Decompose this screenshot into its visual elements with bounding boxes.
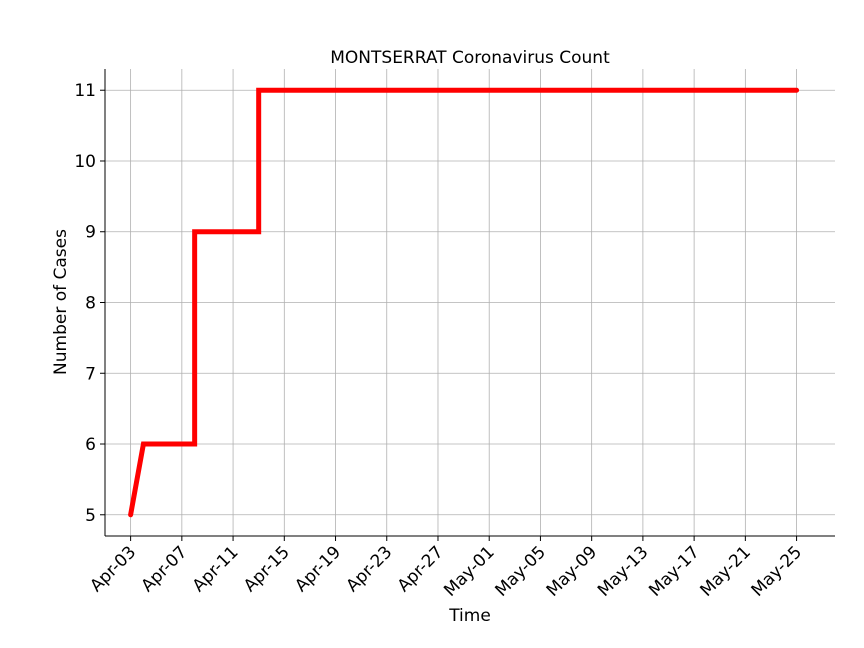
x-tick-label: May-17: [645, 542, 703, 600]
series-layer: [128, 87, 800, 518]
x-tick-label: Apr-07: [138, 542, 192, 596]
y-tick-label: 11: [74, 81, 96, 101]
y-tick-label: 5: [85, 506, 96, 526]
x-tick-label: Apr-27: [394, 542, 448, 596]
x-tick-label: Apr-11: [189, 542, 243, 596]
y-tick-label: 9: [85, 223, 96, 243]
x-tick-label: Apr-23: [342, 542, 396, 596]
chart-title: MONTSERRAT Coronavirus Count: [330, 48, 610, 68]
axes: 567891011Apr-03Apr-07Apr-11Apr-15Apr-19A…: [74, 69, 835, 601]
series-line: [128, 87, 800, 518]
y-tick-label: 8: [85, 294, 96, 314]
x-axis-label: Time: [448, 606, 491, 626]
x-tick-label: Apr-19: [291, 542, 345, 596]
x-tick-label: May-25: [748, 542, 806, 600]
x-tick-label: May-13: [594, 542, 652, 600]
y-tick-label: 10: [74, 152, 96, 172]
grid: [105, 69, 835, 536]
x-tick-label: Apr-03: [86, 542, 140, 596]
y-tick-label: 6: [85, 435, 96, 455]
x-tick-label: May-01: [440, 542, 498, 600]
x-tick-label: May-09: [543, 542, 601, 600]
y-tick-label: 7: [85, 364, 96, 384]
x-tick-label: May-21: [696, 542, 754, 600]
x-tick-label: May-05: [492, 542, 550, 600]
x-tick-label: Apr-15: [240, 542, 294, 596]
y-axis-label: Number of Cases: [51, 229, 71, 375]
